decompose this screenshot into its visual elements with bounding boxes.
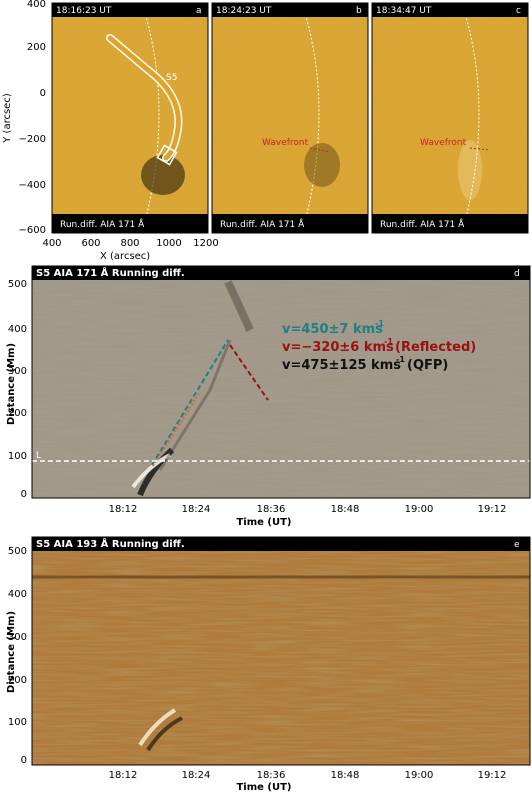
top-ytick-400: 400 — [27, 0, 46, 10]
e-xtick-1824: 18:24 — [182, 770, 211, 781]
e-ytick-100: 100 — [8, 717, 27, 728]
e-ytick-200: 200 — [8, 675, 27, 686]
e-xtick-1900: 19:00 — [405, 770, 434, 781]
panel-c-time: 18:34:47 UT — [376, 6, 432, 16]
panel-c: 18:34:47 UT c Run.diff. AIA 171 Å Wavefr… — [371, 2, 529, 234]
e-ytick-0: 0 — [21, 755, 27, 766]
svg-text:(Reflected): (Reflected) — [395, 340, 476, 355]
top-ytick-m200: −200 — [19, 134, 46, 145]
top-xtick-400: 400 — [42, 238, 61, 249]
panel-a-letter: a — [196, 6, 202, 16]
top-ytick-200: 200 — [27, 42, 46, 53]
panel-e-title: S5 AIA 193 Å Running diff. — [36, 537, 185, 550]
e-xtick-1848: 18:48 — [331, 770, 360, 781]
panel-d-line-label: L — [36, 451, 41, 461]
panel-e-letter: e — [514, 540, 520, 550]
panel-c-letter: c — [516, 6, 521, 16]
top-ytick-m600: −600 — [19, 225, 46, 236]
d-ytick-300: 300 — [8, 366, 27, 377]
d-xlabel: Time (UT) — [236, 517, 291, 528]
panel-d-axes: Distance (Mm) 500 400 300 200 100 0 18:1… — [6, 279, 506, 528]
panel-b-footer: Run.diff. AIA 171 Å — [220, 218, 305, 230]
slit-label: S5 — [166, 73, 177, 83]
e-xlabel: Time (UT) — [236, 782, 291, 793]
panel-b-wavefront: Wavefront — [262, 138, 309, 148]
slit-s5-inner — [107, 35, 181, 161]
limb-line — [141, 3, 160, 233]
e-xtick-1812: 18:12 — [109, 770, 138, 781]
d-ytick-0: 0 — [21, 489, 27, 500]
panel-b-time: 18:24:23 UT — [216, 6, 272, 16]
panel-e-axes: Distance (Mm) 500 400 300 200 100 0 18:1… — [6, 546, 506, 793]
panel-a-time: 18:16:23 UT — [56, 6, 112, 16]
svg-text:v=475±125 kms: v=475±125 kms — [282, 358, 401, 373]
svg-text:v=450±7 kms: v=450±7 kms — [282, 322, 383, 337]
panel-a-footer: Run.diff. AIA 171 Å — [60, 218, 145, 230]
annotation-v450: v=450±7 kms -1 — [282, 319, 384, 337]
d-xtick-1912: 19:12 — [478, 504, 507, 515]
e-xtick-1912: 19:12 — [478, 770, 507, 781]
panel-c-footer: Run.diff. AIA 171 Å — [380, 218, 465, 230]
e-ylabel: Distance (Mm) — [6, 611, 17, 693]
eruption-region — [141, 155, 185, 195]
e-ytick-500: 500 — [8, 546, 27, 557]
d-ytick-500: 500 — [8, 279, 27, 290]
fit-line-qfp — [152, 391, 201, 467]
svg-text:-1: -1 — [375, 319, 384, 328]
d-xtick-1824: 18:24 — [182, 504, 211, 515]
fit-line-reflected — [229, 344, 269, 401]
top-ytick-m400: −400 — [19, 180, 46, 191]
d-xtick-1848: 18:48 — [331, 504, 360, 515]
e-ytick-300: 300 — [8, 632, 27, 643]
panel-b-letter: b — [356, 6, 362, 16]
d-xtick-1900: 19:00 — [405, 504, 434, 515]
panel-d-letter: d — [514, 269, 520, 279]
top-xtick-600: 600 — [81, 238, 100, 249]
annotation-reflected: v=−320±6 kms -1 (Reflected) — [282, 337, 476, 355]
d-xtick-1836: 18:36 — [257, 504, 286, 515]
d-ytick-100: 100 — [8, 451, 27, 462]
panel-d-title: S5 AIA 171 Å Running diff. — [36, 266, 185, 279]
top-xtick-800: 800 — [120, 238, 139, 249]
top-xtick-1000: 1000 — [156, 238, 181, 249]
annotation-qfp: v=475±125 kms -1 (QFP) — [282, 355, 448, 373]
top-ytick-0: 0 — [40, 88, 46, 99]
d-ylabel: Distance (Mm) — [6, 343, 17, 425]
d-ytick-200: 200 — [8, 408, 27, 419]
panel-e: S5 AIA 193 Å Running diff. e — [31, 536, 531, 766]
top-xtick-1200: 1200 — [193, 238, 218, 249]
source-box — [156, 144, 178, 166]
panel-a: 18:16:23 UT a Run.diff. AIA 171 Å S5 — [51, 2, 209, 234]
svg-text:(QFP): (QFP) — [407, 358, 448, 373]
e-xtick-1836: 18:36 — [257, 770, 286, 781]
d-ytick-400: 400 — [8, 324, 27, 335]
svg-text:-1: -1 — [384, 337, 393, 346]
svg-text:v=−320±6 kms: v=−320±6 kms — [282, 340, 394, 355]
panel-d: S5 AIA 171 Å Running diff. d L v=450±7 k… — [31, 265, 531, 499]
top-xlabel: X (arcsec) — [100, 251, 150, 262]
d-xtick-1812: 18:12 — [109, 504, 138, 515]
top-axes: Y (arcsec) 400 200 0 −200 −400 −600 400 … — [2, 0, 219, 262]
e-ytick-400: 400 — [8, 589, 27, 600]
fit-line-450 — [151, 339, 229, 466]
panel-c-wavefront: Wavefront — [420, 138, 467, 148]
panel-b: 18:24:23 UT b Run.diff. AIA 171 Å Wavefr… — [211, 2, 369, 234]
svg-text:-1: -1 — [396, 355, 405, 364]
top-ylabel: Y (arcsec) — [2, 93, 13, 144]
